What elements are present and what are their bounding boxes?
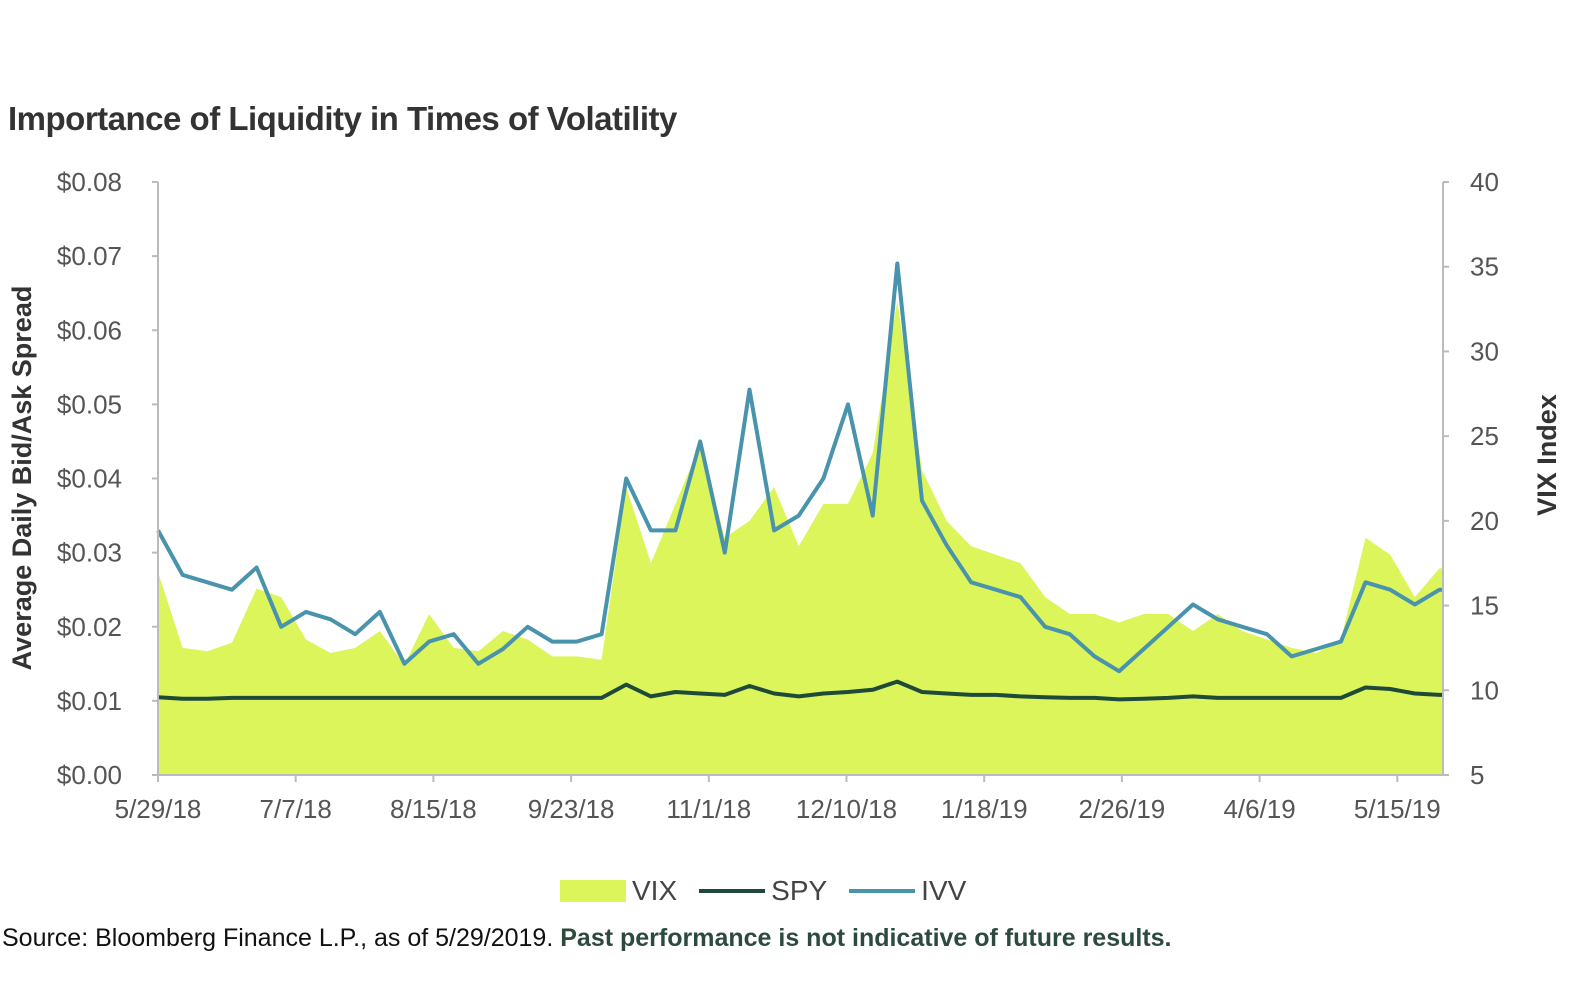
y2-tick-label: 15 xyxy=(1470,591,1499,621)
disclaimer-text: Past performance is not indicative of fu… xyxy=(560,924,1172,952)
y-tick-label: $0.04 xyxy=(57,464,122,494)
legend-label-vix: VIX xyxy=(632,875,678,906)
legend-item-vix: VIX xyxy=(560,875,677,907)
y2-tick-label: 20 xyxy=(1470,506,1499,536)
series-line-ivv xyxy=(156,261,1443,674)
chart-title: Importance of Liquidity in Times of Vola… xyxy=(8,100,677,137)
x-tick-label: 9/23/18 xyxy=(528,794,615,824)
x-tick-label: 1/18/19 xyxy=(941,794,1028,824)
legend-label-ivv: IVV xyxy=(921,875,967,906)
y-tick-label: $0.07 xyxy=(57,241,122,271)
y-tick-label: $0.03 xyxy=(57,538,122,568)
y2-axis-label: VIX Index xyxy=(1532,394,1562,516)
series-line-spy xyxy=(157,679,1443,702)
y2-tick-label: 40 xyxy=(1470,167,1499,197)
y2-tick-label: 10 xyxy=(1470,675,1499,705)
y2-tick-label: 5 xyxy=(1470,760,1484,790)
source-text: Source: Bloomberg Finance L.P., as of 5/… xyxy=(2,924,554,952)
x-tick-label: 4/6/19 xyxy=(1223,794,1295,824)
x-tick-label: 5/15/19 xyxy=(1354,794,1441,824)
legend-label-spy: SPY xyxy=(771,875,828,906)
series-area-vix xyxy=(158,300,1443,775)
legend-swatch-ivv xyxy=(849,889,916,893)
x-tick-label: 7/7/18 xyxy=(260,794,332,824)
x-tick-label: 5/29/18 xyxy=(115,794,202,824)
legend: VIX SPY IVV xyxy=(560,875,988,907)
y-tick-label: $0.05 xyxy=(57,389,122,419)
y-tick-label: $0.00 xyxy=(57,760,122,790)
y2-tick-label: 25 xyxy=(1470,421,1499,451)
legend-swatch-spy xyxy=(699,889,766,893)
y2-tick-label: 35 xyxy=(1470,252,1499,282)
legend-item-spy: SPY xyxy=(699,875,827,907)
source-note: Source: Bloomberg Finance L.P., as of 5/… xyxy=(2,924,1172,953)
legend-swatch-vix xyxy=(560,880,626,902)
y-axis-label: Average Daily Bid/Ask Spread xyxy=(7,286,37,671)
x-tick-label: 2/26/19 xyxy=(1079,794,1166,824)
x-tick-label: 12/10/18 xyxy=(796,794,897,824)
y-tick-label: $0.01 xyxy=(57,686,122,716)
y-tick-label: $0.06 xyxy=(57,315,122,345)
y2-tick-label: 30 xyxy=(1470,336,1499,366)
x-tick-label: 8/15/18 xyxy=(390,794,477,824)
x-tick-label: 11/1/18 xyxy=(666,794,751,824)
y-tick-label: $0.08 xyxy=(57,167,122,197)
legend-item-ivv: IVV xyxy=(849,875,966,907)
y-tick-label: $0.02 xyxy=(57,612,122,642)
